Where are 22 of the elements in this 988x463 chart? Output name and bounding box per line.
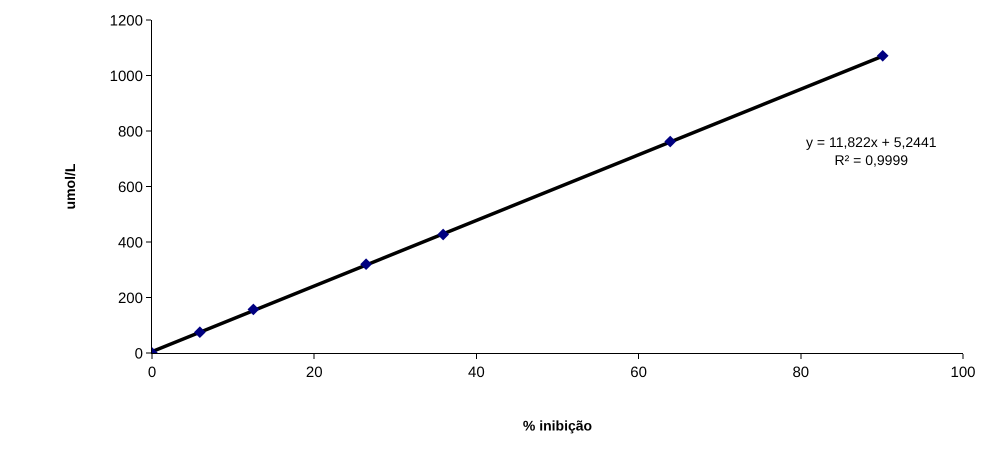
point — [437, 228, 449, 240]
y-axis-title: umol/L — [62, 163, 78, 210]
y-tick-label: 800 — [118, 123, 143, 140]
point — [876, 50, 889, 62]
y-tick-label: 600 — [118, 178, 143, 196]
x-axis-title: % inibição — [522, 417, 592, 434]
x-tick-label: 20 — [306, 364, 323, 381]
point — [360, 258, 372, 270]
point — [194, 326, 206, 338]
point — [248, 304, 260, 316]
x-tick-label: 40 — [468, 364, 485, 381]
x-tick-label: 80 — [792, 364, 810, 381]
y-tick-label: 1200 — [110, 12, 143, 30]
x-tick-label: 60 — [630, 364, 647, 381]
y-tick-label: 200 — [118, 290, 143, 307]
annotation: y = 11,822x + 5,2441 R² = 0,9999 — [806, 134, 937, 168]
y-tick-label: 1000 — [110, 68, 143, 85]
x-tick-label: 0 — [148, 364, 156, 381]
y-tick-label: 400 — [118, 234, 143, 252]
x-tick-label: 100 — [950, 364, 976, 381]
point — [664, 136, 676, 148]
y-tick-label: 0 — [134, 345, 143, 362]
